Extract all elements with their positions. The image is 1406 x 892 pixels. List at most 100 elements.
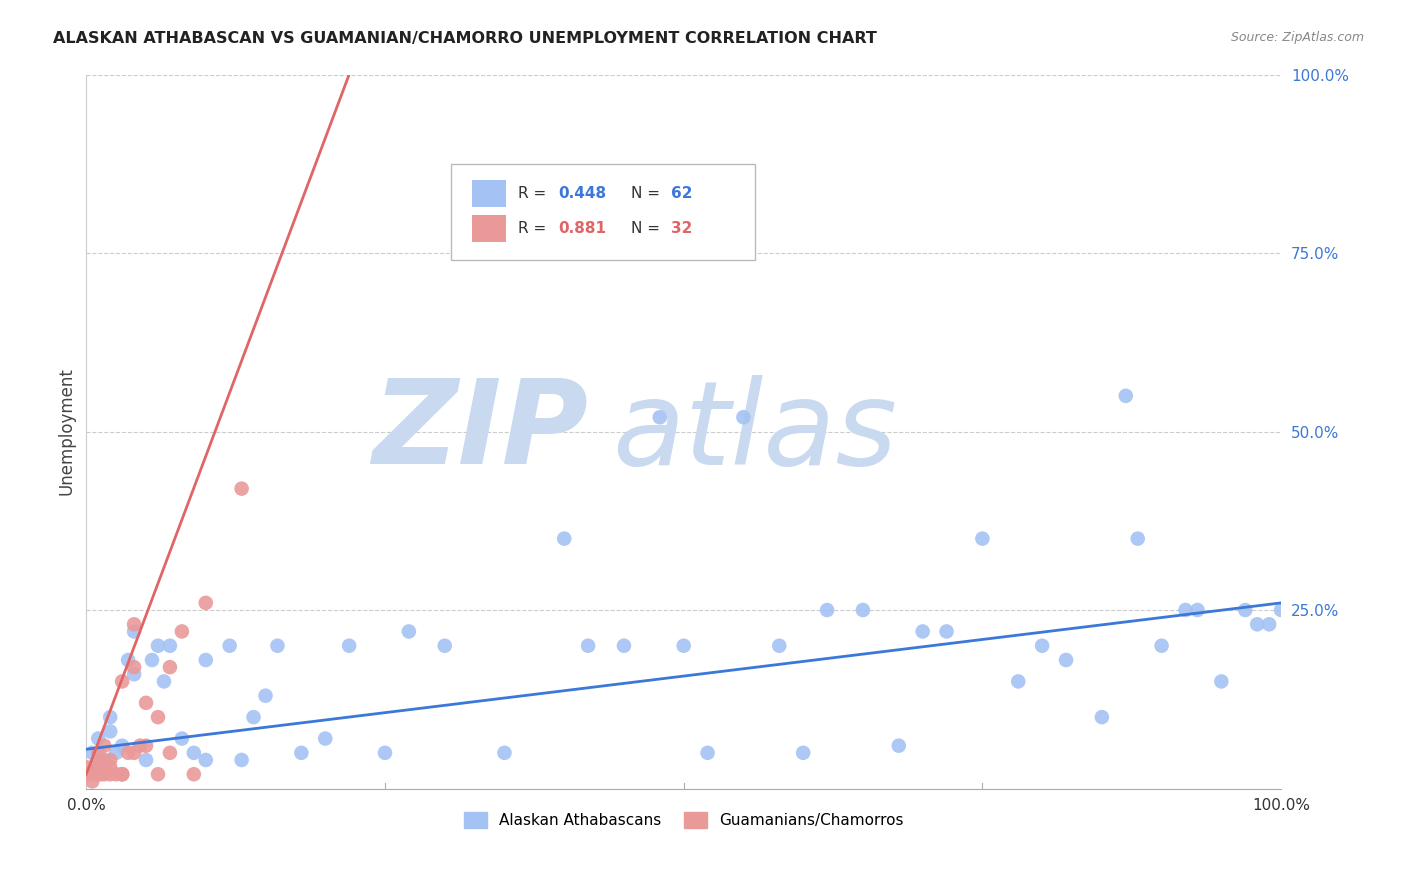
Point: [1174, 603, 1197, 617]
Point: [337, 639, 360, 653]
Point: [183, 767, 205, 781]
Point: [122, 667, 145, 681]
Point: [314, 731, 336, 746]
Point: [613, 639, 636, 653]
Point: [87, 760, 110, 774]
Point: [183, 746, 205, 760]
Point: [122, 624, 145, 639]
FancyBboxPatch shape: [472, 215, 506, 243]
Legend: Alaskan Athabascans, Guamanians/Chamorros: Alaskan Athabascans, Guamanians/Chamorro…: [457, 806, 910, 834]
Point: [87, 731, 110, 746]
Point: [98, 767, 121, 781]
Text: ZIP: ZIP: [373, 374, 588, 489]
Point: [82, 774, 104, 789]
Point: [194, 596, 217, 610]
Point: [696, 746, 718, 760]
Point: [194, 653, 217, 667]
Point: [122, 660, 145, 674]
Point: [93, 753, 115, 767]
Point: [98, 760, 121, 774]
FancyBboxPatch shape: [451, 164, 755, 260]
Text: N =: N =: [631, 186, 665, 201]
Point: [159, 746, 181, 760]
Point: [117, 653, 139, 667]
Point: [1246, 617, 1268, 632]
Point: [122, 617, 145, 632]
Point: [576, 639, 599, 653]
Point: [135, 739, 157, 753]
Point: [218, 639, 240, 653]
Point: [105, 746, 128, 760]
Point: [170, 731, 193, 746]
Point: [90, 767, 112, 781]
Point: [87, 746, 110, 760]
Point: [146, 710, 169, 724]
Point: [105, 767, 128, 781]
Point: [1054, 653, 1077, 667]
Point: [98, 724, 121, 739]
Point: [1031, 639, 1053, 653]
Point: [1270, 603, 1292, 617]
Point: [242, 710, 264, 724]
Point: [159, 660, 181, 674]
Point: [1115, 389, 1137, 403]
Point: [398, 624, 420, 639]
Point: [111, 739, 134, 753]
Point: [1187, 603, 1209, 617]
Point: [1091, 710, 1114, 724]
Point: [141, 653, 163, 667]
Point: [768, 639, 790, 653]
Point: [972, 532, 994, 546]
Point: [194, 753, 217, 767]
Point: [84, 767, 107, 781]
Point: [494, 746, 516, 760]
Y-axis label: Unemployment: Unemployment: [58, 368, 75, 495]
Text: 62: 62: [671, 186, 692, 201]
Text: ALASKAN ATHABASCAN VS GUAMANIAN/CHAMORRO UNEMPLOYMENT CORRELATION CHART: ALASKAN ATHABASCAN VS GUAMANIAN/CHAMORRO…: [53, 31, 877, 46]
Point: [111, 674, 134, 689]
Point: [231, 482, 253, 496]
Point: [75, 767, 97, 781]
Point: [129, 739, 152, 753]
Point: [266, 639, 288, 653]
Point: [553, 532, 575, 546]
Point: [146, 639, 169, 653]
Point: [159, 639, 181, 653]
Point: [135, 753, 157, 767]
Point: [887, 739, 910, 753]
Point: [111, 767, 134, 781]
Text: 0.881: 0.881: [558, 221, 606, 236]
Point: [648, 410, 671, 425]
Point: [374, 746, 396, 760]
Point: [792, 746, 814, 760]
Point: [733, 410, 755, 425]
Point: [290, 746, 312, 760]
Point: [122, 746, 145, 760]
Point: [935, 624, 957, 639]
Point: [433, 639, 456, 653]
Text: N =: N =: [631, 221, 665, 236]
Point: [98, 753, 121, 767]
Point: [170, 624, 193, 639]
Point: [815, 603, 838, 617]
Point: [911, 624, 934, 639]
Point: [231, 753, 253, 767]
FancyBboxPatch shape: [472, 180, 506, 207]
Text: 32: 32: [671, 221, 692, 236]
Point: [1211, 674, 1233, 689]
Point: [153, 674, 176, 689]
Text: R =: R =: [517, 186, 551, 201]
Point: [1258, 617, 1281, 632]
Point: [117, 746, 139, 760]
Point: [254, 689, 277, 703]
Text: 0.448: 0.448: [558, 186, 606, 201]
Point: [111, 767, 134, 781]
Point: [1234, 603, 1257, 617]
Point: [84, 760, 107, 774]
Point: [93, 767, 115, 781]
Point: [672, 639, 695, 653]
Point: [135, 696, 157, 710]
Point: [75, 760, 97, 774]
Text: R =: R =: [517, 221, 551, 236]
Point: [87, 753, 110, 767]
